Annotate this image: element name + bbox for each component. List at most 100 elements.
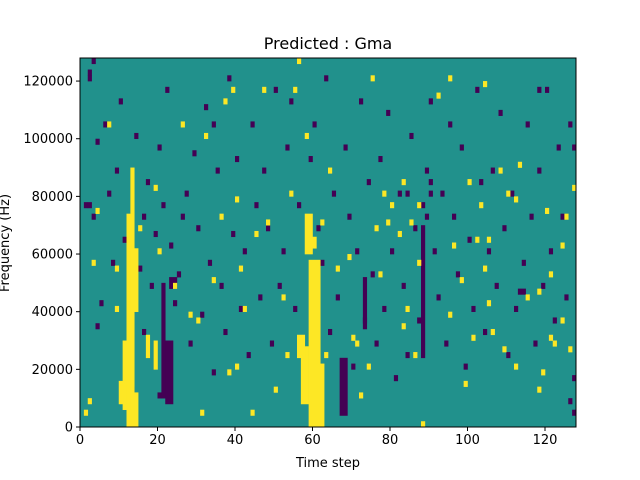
heatmap-cell-high bbox=[483, 81, 488, 88]
heatmap-cell-low bbox=[87, 202, 92, 209]
heatmap-cell-low bbox=[424, 167, 430, 174]
heatmap-cell-high bbox=[463, 380, 468, 387]
heatmap-cell-low bbox=[157, 392, 162, 399]
y-tick-label: 0 bbox=[65, 421, 73, 436]
heatmap-cell-low bbox=[281, 248, 286, 255]
heatmap-cell-high bbox=[560, 317, 565, 324]
heatmap-block-low bbox=[362, 277, 368, 330]
y-tick-label: 100000 bbox=[23, 132, 73, 147]
x-tick-label: 0 bbox=[76, 433, 84, 448]
x-tick-label: 120 bbox=[533, 433, 558, 448]
heatmap-cell-high bbox=[355, 340, 360, 347]
heatmap-cell-high bbox=[498, 167, 503, 174]
heatmap-cell-low bbox=[548, 248, 554, 255]
heatmap-cell-high bbox=[541, 369, 546, 376]
heatmap-cell-low bbox=[134, 132, 139, 140]
heatmap-cell-low bbox=[568, 121, 573, 128]
heatmap-cell-high bbox=[552, 340, 557, 347]
heatmap-cell-low bbox=[479, 179, 484, 186]
heatmap-cell-low bbox=[467, 236, 472, 243]
heatmap-cell-low bbox=[510, 190, 515, 197]
heatmap-cell-low bbox=[459, 144, 464, 151]
heatmap-cell-low bbox=[312, 121, 317, 128]
heatmap-cell-high bbox=[417, 259, 422, 266]
heatmap-cell-low bbox=[235, 156, 240, 163]
heatmap-cell-high bbox=[231, 86, 236, 93]
heatmap-cell-low bbox=[556, 144, 561, 151]
heatmap-cell-low bbox=[328, 328, 333, 336]
heatmap-cell-low bbox=[494, 282, 499, 289]
heatmap-cell-low bbox=[525, 121, 530, 128]
heatmap-cell-high bbox=[502, 346, 507, 353]
heatmap-cell-low bbox=[273, 86, 278, 93]
x-tick-label: 80 bbox=[382, 433, 399, 448]
heatmap-cell-high bbox=[374, 225, 379, 232]
heatmap-cell-high bbox=[242, 305, 247, 312]
heatmap-cell-low bbox=[83, 202, 89, 209]
heatmap-cell-high bbox=[448, 311, 453, 318]
heatmap-cell-low bbox=[498, 109, 503, 116]
heatmap-cell-low bbox=[405, 190, 410, 197]
heatmap-cell-low bbox=[529, 213, 534, 220]
heatmap-cell-low bbox=[444, 340, 449, 347]
heatmap-cell-low bbox=[231, 230, 236, 238]
heatmap-cell-high bbox=[235, 196, 240, 203]
heatmap-cell-high bbox=[537, 288, 542, 295]
heatmap-cell-high bbox=[107, 121, 112, 128]
heatmap-cell-low bbox=[207, 259, 213, 266]
heatmap-cell-low bbox=[173, 300, 178, 307]
heatmap-cell-low bbox=[413, 225, 418, 232]
heatmap-cell-high bbox=[483, 265, 488, 272]
heatmap-cell-low bbox=[316, 225, 321, 232]
heatmap-cell-high bbox=[227, 369, 232, 376]
heatmap-cell-low bbox=[335, 294, 340, 301]
heatmap-cell-low bbox=[211, 369, 216, 376]
y-tick-label: 60000 bbox=[32, 248, 73, 263]
heatmap-cell-high bbox=[114, 265, 120, 272]
heatmap-block-high bbox=[118, 380, 127, 405]
heatmap-cell-low bbox=[99, 300, 104, 307]
heatmap-cell-high bbox=[293, 86, 298, 93]
heatmap-cell-low bbox=[572, 375, 577, 382]
heatmap-cell-low bbox=[401, 282, 406, 289]
heatmap-cell-low bbox=[184, 190, 189, 197]
heatmap-cell-low bbox=[103, 121, 108, 128]
heatmap-cell-low bbox=[145, 179, 151, 186]
heatmap-cell-low bbox=[242, 248, 247, 255]
heatmap-cell-low bbox=[254, 202, 259, 209]
heatmap-cell-low bbox=[227, 75, 232, 82]
heatmap-cell-low bbox=[262, 167, 267, 174]
heatmap-cell-low bbox=[347, 213, 352, 220]
heatmap-cell-high bbox=[479, 202, 484, 209]
heatmap-cell-low bbox=[91, 213, 96, 220]
heatmap-cell-high bbox=[219, 213, 224, 220]
heatmap-cell-low bbox=[289, 98, 294, 105]
heatmap-block-high bbox=[134, 392, 139, 428]
heatmap-cell-high bbox=[351, 334, 356, 341]
y-tick-label: 40000 bbox=[32, 305, 73, 320]
heatmap-cell-high bbox=[405, 305, 410, 312]
y-tick-label: 80000 bbox=[32, 190, 73, 205]
heatmap-cell-low bbox=[397, 190, 402, 197]
heatmap-cell-low bbox=[250, 121, 255, 128]
heatmap-block-high bbox=[304, 213, 313, 255]
heatmap-cell-low bbox=[211, 121, 216, 128]
heatmap-cell-high bbox=[448, 75, 453, 82]
heatmap-cell-low bbox=[490, 167, 495, 174]
heatmap-cell-high bbox=[490, 328, 495, 336]
heatmap-cell-high bbox=[254, 230, 259, 238]
heatmap-cell-high bbox=[359, 392, 364, 399]
heatmap-cell-high bbox=[87, 398, 92, 405]
heatmap-cell-high bbox=[200, 409, 205, 416]
x-tick-label: 40 bbox=[227, 433, 244, 448]
heatmap-cell-low bbox=[142, 328, 147, 336]
heatmap-cell-high bbox=[153, 184, 158, 191]
heatmap-cell-high bbox=[285, 352, 290, 359]
heatmap-cell-high bbox=[114, 305, 120, 312]
heatmap-cell-low bbox=[463, 363, 468, 370]
heatmap-cell-low bbox=[200, 311, 205, 318]
heatmap-cell-high bbox=[335, 265, 340, 272]
heatmap-cell-low bbox=[572, 409, 577, 416]
heatmap-cell-high bbox=[390, 202, 395, 209]
